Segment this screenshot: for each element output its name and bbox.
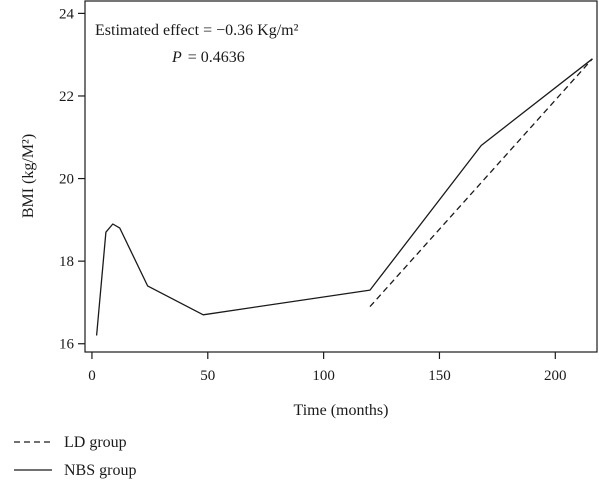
x-axis-ticks: 0 50 100 150 200 (88, 352, 567, 384)
y-tick-label-20: 20 (59, 172, 74, 188)
x-tick-label-0: 0 (88, 368, 96, 384)
estimated-effect-annotation: Estimated effect = −0.36 Kg/m² (95, 22, 299, 39)
y-tick-label-24: 24 (59, 6, 75, 22)
p-value: = 0.4636 (188, 49, 245, 66)
plot-frame (84, 0, 598, 353)
legend-label-nbs: NBS group (64, 462, 136, 479)
y-tick-label-22: 22 (59, 89, 74, 105)
y-tick-label-18: 18 (59, 254, 74, 270)
p-value-annotation: P = 0.4636 (171, 49, 245, 66)
x-tick-label-200: 200 (544, 368, 567, 384)
p-label: P (171, 49, 182, 66)
y-tick-label-16: 16 (59, 337, 75, 353)
series-line-nbs-group (95, 58, 593, 336)
legend-label-ld: LD group (64, 434, 127, 451)
x-tick-label-50: 50 (200, 368, 215, 384)
y-axis-label: BMI (kg/M²) (20, 134, 37, 218)
x-tick-label-100: 100 (312, 368, 335, 384)
series-line-ld-group (369, 58, 593, 308)
x-tick-label-150: 150 (428, 368, 451, 384)
legend: LD group NBS group (14, 434, 136, 479)
series-layer (95, 58, 593, 336)
x-axis-label: Time (months) (294, 402, 389, 419)
y-axis-ticks: 16 18 20 22 24 (59, 6, 85, 353)
